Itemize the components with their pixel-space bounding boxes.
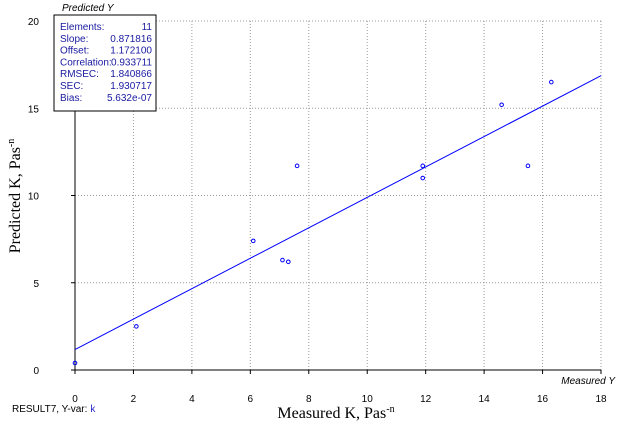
footer-result-label: RESULT7, Y-var: k <box>12 404 96 415</box>
x-tick-label: 2 <box>131 394 137 405</box>
data-points <box>72 79 554 366</box>
stat-label: RMSEC: <box>60 69 99 80</box>
x-tick-label: 12 <box>420 394 432 405</box>
data-point <box>294 163 300 169</box>
data-point <box>499 102 504 108</box>
regression-line <box>74 75 602 350</box>
stat-label: Slope: <box>60 34 88 45</box>
tick-labels: 0 2 4 6 8 10 12 14 16 18 0 5 10 15 20 <box>28 17 607 405</box>
stat-value: 1.172100 <box>110 46 152 57</box>
stat-value: 5.632e-07 <box>107 93 152 104</box>
y-tick-label: 20 <box>28 17 40 28</box>
data-point <box>525 163 531 169</box>
x-tick-label: 4 <box>189 394 195 405</box>
stat-value: 0.871816 <box>110 34 152 45</box>
y-tick-label: 5 <box>33 279 39 290</box>
data-point <box>420 163 426 169</box>
x-corner-label: Measured Y <box>561 376 616 387</box>
x-tick-label: 18 <box>595 394 607 405</box>
x-tick-label: 8 <box>306 394 312 405</box>
stat-label: Elements: <box>60 22 104 33</box>
stat-label: Bias: <box>60 93 82 104</box>
stat-value: 11 <box>142 22 153 33</box>
x-axis-title: Measured K, Pas-n <box>277 404 394 422</box>
x-tick-label: 16 <box>537 394 549 405</box>
stat-label: Offset: <box>60 46 89 57</box>
x-tick-label: 0 <box>72 394 78 405</box>
data-point <box>286 259 291 265</box>
x-tick-label: 10 <box>362 394 374 405</box>
y-axis-title: Predicted K, Pas-n <box>6 139 24 254</box>
y-tick-label: 0 <box>33 366 39 377</box>
x-tick-label: 6 <box>248 394 254 405</box>
data-point <box>72 360 78 366</box>
data-point <box>250 238 256 244</box>
statistics-box: Elements: 11 Slope: 0.871816 Offset: 1.172100… <box>53 14 157 112</box>
data-point <box>280 257 285 263</box>
stat-label: Correlation: <box>60 57 112 68</box>
grid-lines <box>75 20 602 370</box>
stat-value: 1.930717 <box>110 81 152 92</box>
stat-value: 1.840866 <box>110 69 152 80</box>
y-corner-label: Predicted Y <box>62 3 115 14</box>
footer-y-var: k <box>90 404 96 415</box>
x-tick-label: 14 <box>479 394 491 405</box>
data-point <box>549 79 554 85</box>
y-tick-label: 10 <box>28 192 40 203</box>
data-point <box>134 324 139 329</box>
y-tick-label: 15 <box>28 104 40 115</box>
data-point <box>420 175 426 181</box>
stat-label: SEC: <box>60 81 83 92</box>
stat-value: 0.933711 <box>111 57 152 68</box>
